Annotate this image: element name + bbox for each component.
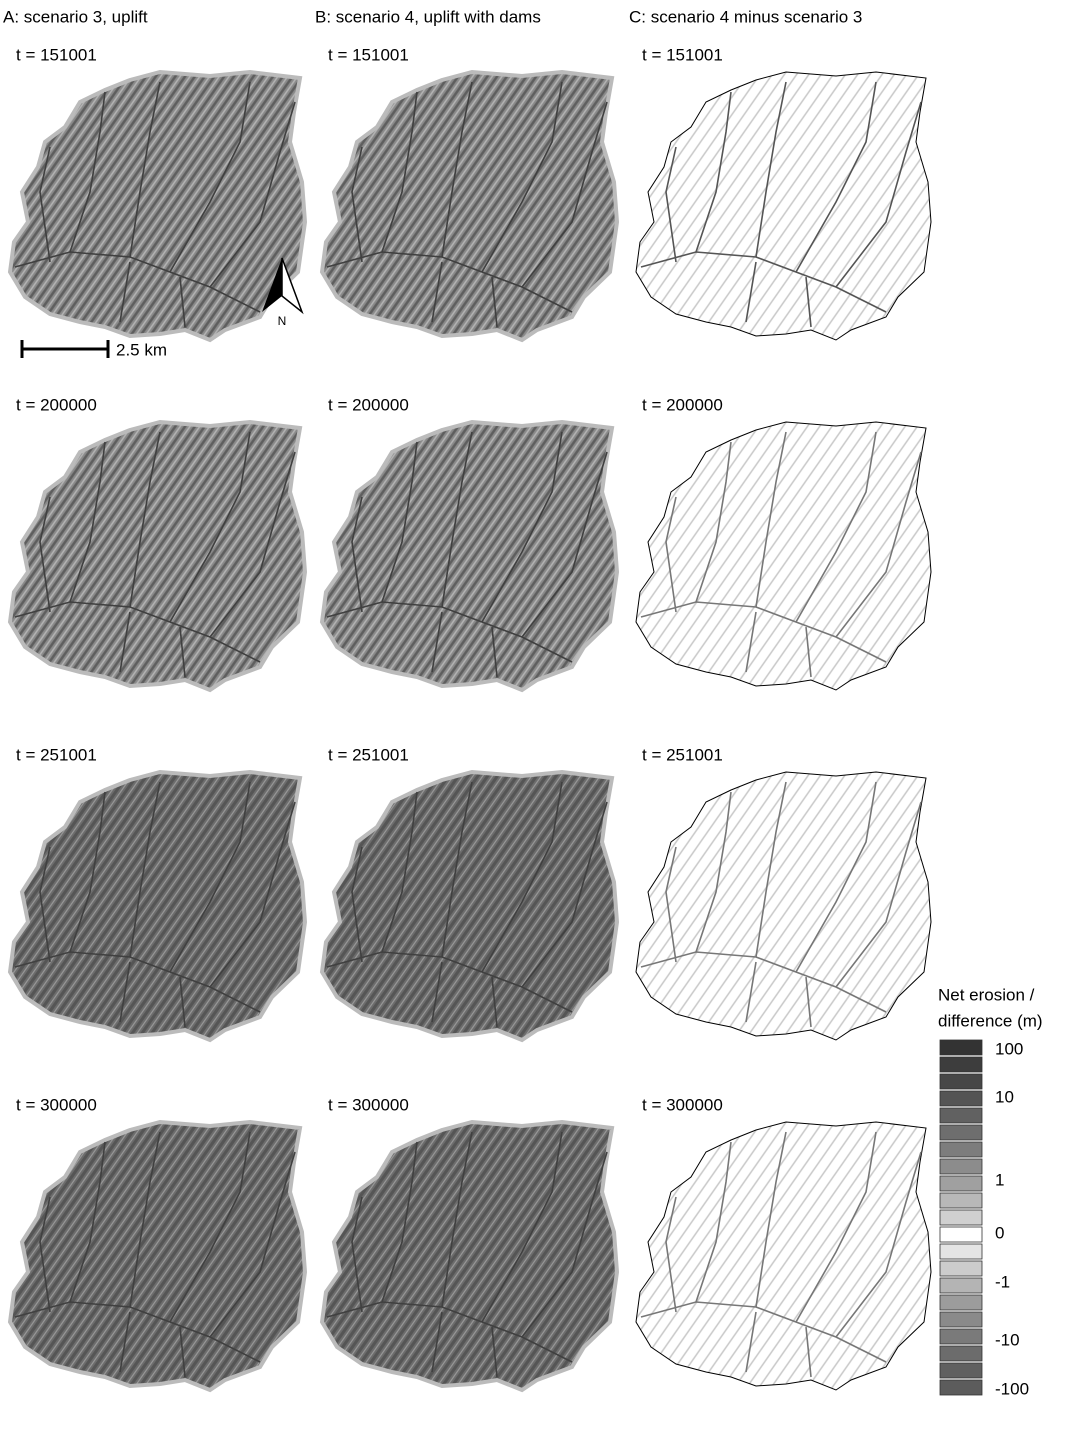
scale-bar: [22, 340, 108, 358]
panel-label: t = 200000: [328, 395, 409, 414]
map-relief: [10, 772, 305, 1040]
catchment-map: [10, 72, 305, 340]
legend-label: 1: [995, 1171, 1004, 1190]
legend-title: difference (m): [938, 1011, 1043, 1030]
legend-label: -10: [995, 1330, 1020, 1349]
panel-label: t = 200000: [16, 395, 97, 414]
legend-label: -100: [995, 1380, 1029, 1399]
map-difference: [636, 422, 931, 690]
legend-swatch: [940, 1159, 982, 1174]
catchment-map: [10, 772, 305, 1040]
legend-swatch: [940, 1380, 982, 1395]
column-title: A: scenario 3, uplift: [3, 7, 148, 26]
panel-label: t = 251001: [328, 745, 409, 764]
legend-swatch: [940, 1346, 982, 1361]
legend-swatch: [940, 1125, 982, 1140]
catchment-map: [322, 422, 617, 690]
map-relief: [322, 72, 617, 340]
column-title: C: scenario 4 minus scenario 3: [629, 7, 862, 26]
map-difference: [636, 1122, 931, 1390]
legend-swatch: [940, 1210, 982, 1225]
panel-label: t = 151001: [328, 45, 409, 64]
catchment-map: [636, 772, 931, 1040]
catchment-map: [10, 422, 305, 690]
legend-swatch: [940, 1142, 982, 1157]
map-relief: [322, 1122, 617, 1390]
map-relief: [10, 1122, 305, 1390]
panel-label: t = 151001: [642, 45, 723, 64]
panel-label: t = 300000: [642, 1095, 723, 1114]
legend-swatch: [940, 1295, 982, 1310]
scale-bar-label: 2.5 km: [116, 340, 167, 359]
legend-swatch: [940, 1057, 982, 1072]
legend-swatch: [940, 1261, 982, 1276]
north-label: N: [278, 314, 287, 328]
legend-swatch: [940, 1278, 982, 1293]
panel-label: t = 251001: [16, 745, 97, 764]
panel-label: t = 200000: [642, 395, 723, 414]
map-relief: [322, 422, 617, 690]
column-title: B: scenario 4, uplift with dams: [315, 7, 541, 26]
panel-label: t = 151001: [16, 45, 97, 64]
legend-swatch: [940, 1091, 982, 1106]
catchment-map: [10, 1122, 305, 1390]
legend-title: Net erosion /: [938, 985, 1035, 1004]
legend-swatch: [940, 1040, 982, 1055]
map-relief: [10, 422, 305, 690]
panel-label: t = 300000: [16, 1095, 97, 1114]
catchment-map: [322, 1122, 617, 1390]
legend-swatch: [940, 1108, 982, 1123]
map-difference: [636, 72, 931, 340]
legend-label: -1: [995, 1273, 1010, 1292]
legend-swatch: [940, 1176, 982, 1191]
catchment-map: [636, 422, 931, 690]
catchment-map: [636, 1122, 931, 1390]
legend-swatch: [940, 1193, 982, 1208]
legend-swatch: [940, 1244, 982, 1259]
map-relief: [322, 772, 617, 1040]
legend-swatch: [940, 1227, 982, 1242]
map-relief: [10, 72, 305, 340]
panel-label: t = 300000: [328, 1095, 409, 1114]
catchment-map: [322, 72, 617, 340]
legend-swatch: [940, 1074, 982, 1089]
catchment-map: [322, 772, 617, 1040]
legend-swatch: [940, 1329, 982, 1344]
legend-label: 0: [995, 1223, 1004, 1242]
legend-label: 10: [995, 1087, 1014, 1106]
legend-swatch: [940, 1312, 982, 1327]
map-difference: [636, 772, 931, 1040]
catchment-map: [636, 72, 931, 340]
legend-label: 100: [995, 1040, 1023, 1059]
legend-swatch: [940, 1363, 982, 1378]
panel-label: t = 251001: [642, 745, 723, 764]
figure: A: scenario 3, uplift t = 151001 t = 20000…: [0, 0, 1075, 1429]
